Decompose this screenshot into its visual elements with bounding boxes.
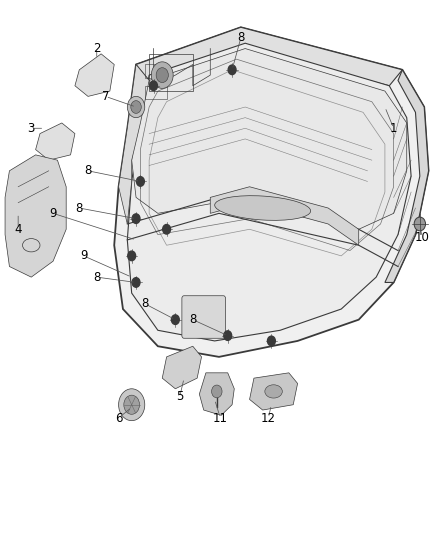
Text: 6: 6 <box>115 411 122 424</box>
FancyBboxPatch shape <box>182 296 226 338</box>
Text: 8: 8 <box>189 313 197 326</box>
Circle shape <box>224 331 232 341</box>
Polygon shape <box>250 373 297 410</box>
Polygon shape <box>5 155 66 277</box>
Text: 12: 12 <box>261 411 276 424</box>
Text: 4: 4 <box>14 223 22 236</box>
Circle shape <box>119 389 145 421</box>
Circle shape <box>228 65 236 75</box>
Bar <box>145 64 166 78</box>
Text: 8: 8 <box>237 31 244 44</box>
Text: 9: 9 <box>49 207 57 220</box>
Polygon shape <box>132 49 407 229</box>
Polygon shape <box>385 70 428 282</box>
Circle shape <box>132 214 140 223</box>
Text: 7: 7 <box>102 90 109 103</box>
Circle shape <box>150 81 157 91</box>
Bar <box>145 86 166 99</box>
Circle shape <box>137 176 145 186</box>
Circle shape <box>156 68 168 83</box>
Ellipse shape <box>215 196 311 220</box>
Text: 8: 8 <box>85 164 92 177</box>
Circle shape <box>212 385 222 398</box>
Polygon shape <box>119 64 149 224</box>
Text: 2: 2 <box>93 42 100 55</box>
Polygon shape <box>35 123 75 160</box>
Text: 10: 10 <box>415 231 430 244</box>
Circle shape <box>414 217 426 231</box>
Circle shape <box>268 336 276 346</box>
Polygon shape <box>127 43 411 341</box>
Circle shape <box>124 395 140 414</box>
Circle shape <box>128 251 136 261</box>
Circle shape <box>127 96 145 118</box>
Bar <box>149 54 193 91</box>
Ellipse shape <box>265 385 283 398</box>
Polygon shape <box>114 27 428 357</box>
Text: 8: 8 <box>93 271 100 284</box>
Text: 8: 8 <box>141 297 148 310</box>
Polygon shape <box>199 373 234 415</box>
Circle shape <box>131 101 141 114</box>
Circle shape <box>171 315 179 325</box>
Polygon shape <box>75 54 114 96</box>
Text: 11: 11 <box>213 411 228 424</box>
Text: 5: 5 <box>176 390 184 403</box>
Text: 3: 3 <box>28 122 35 135</box>
Text: 9: 9 <box>80 249 88 262</box>
Circle shape <box>132 278 140 287</box>
Text: 8: 8 <box>76 201 83 214</box>
Polygon shape <box>162 346 201 389</box>
Polygon shape <box>136 27 403 86</box>
Text: 1: 1 <box>390 122 397 135</box>
Polygon shape <box>210 187 359 245</box>
Circle shape <box>151 62 173 88</box>
Circle shape <box>162 224 170 234</box>
